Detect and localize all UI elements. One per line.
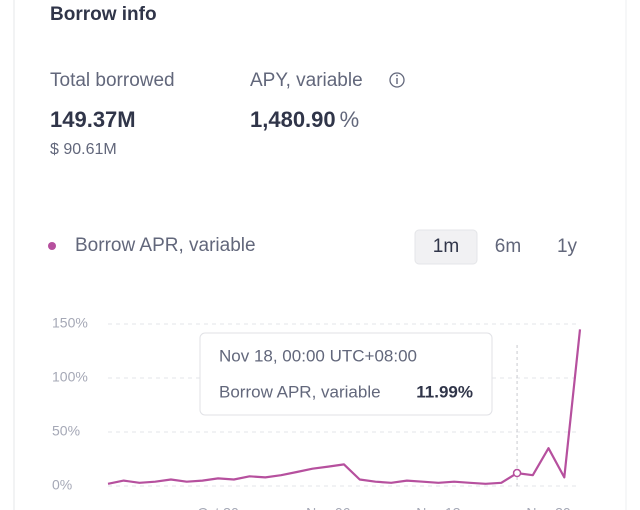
stat-label: Total borrowed — [50, 70, 175, 91]
y-tick-label: 100% — [52, 369, 88, 385]
y-tick-label: 50% — [52, 423, 80, 439]
tooltip: Nov 18, 00:00 UTC+08:00 Borrow APR, varia… — [199, 332, 493, 416]
info-icon[interactable] — [389, 72, 405, 88]
apy-value: 1,480.90% — [250, 107, 359, 132]
info-dot — [396, 74, 398, 77]
stat-value: 149.37M — [50, 107, 136, 132]
y-tick-label: 150% — [52, 315, 88, 331]
toggle-option[interactable]: 6m — [495, 236, 521, 257]
x-tick-label: Nov 13 — [416, 505, 461, 510]
tooltip-title: Nov 18, 00:00 UTC+08:00 — [219, 346, 417, 365]
line-series — [107, 329, 582, 485]
toggle-option[interactable]: 1y — [557, 236, 578, 257]
apy-number: 1,480.90 — [250, 107, 336, 132]
legend-dot — [48, 242, 56, 250]
tooltip-series: Borrow APR, variable — [219, 382, 381, 401]
tooltip-box — [199, 332, 493, 416]
x-tick-label: Nov 20 — [526, 505, 571, 510]
toggle-option[interactable]: 1m — [433, 236, 459, 257]
range-toggle: 1m 6m 1y — [414, 229, 578, 265]
stat-label: APY, variable — [250, 70, 363, 91]
info-circle — [389, 72, 405, 88]
section-title: Borrow info — [50, 4, 157, 25]
hover-point — [512, 468, 522, 478]
apy-unit: % — [340, 107, 360, 132]
toggle-selected-bg — [414, 229, 478, 265]
stat-usd: $ 90.61M — [50, 141, 117, 158]
tooltip-value: 11.99% — [416, 382, 473, 401]
x-tick-label: Nov 06 — [306, 505, 351, 510]
x-tick-label: Oct 30 — [198, 505, 239, 510]
legend-label: Borrow APR, variable — [75, 235, 256, 256]
y-tick-label: 0% — [52, 477, 72, 493]
